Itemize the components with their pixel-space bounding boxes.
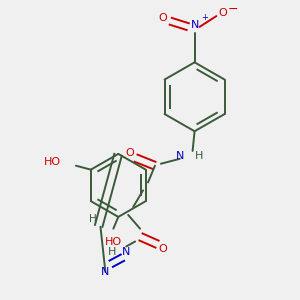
- Text: HO: HO: [44, 157, 61, 167]
- Text: H: H: [108, 247, 116, 257]
- Text: N: N: [101, 267, 110, 277]
- Text: O: O: [126, 148, 135, 158]
- Text: H: H: [89, 214, 96, 224]
- Text: O: O: [158, 13, 167, 23]
- Text: N: N: [122, 247, 130, 257]
- Text: −: −: [228, 3, 238, 16]
- Text: HO: HO: [105, 236, 122, 247]
- Text: N: N: [176, 151, 185, 161]
- Text: O: O: [218, 8, 227, 18]
- Text: O: O: [158, 244, 167, 254]
- Text: N: N: [190, 20, 199, 30]
- Text: H: H: [195, 151, 203, 161]
- Text: +: +: [201, 13, 208, 22]
